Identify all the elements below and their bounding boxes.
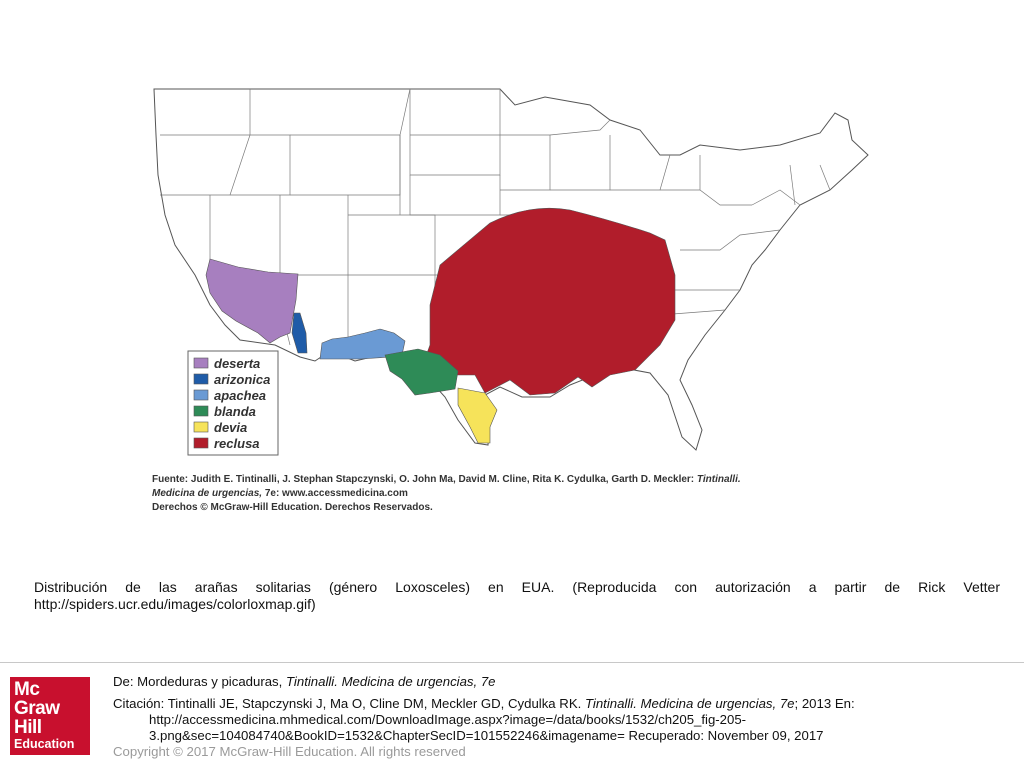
range-blanda — [384, 348, 459, 396]
citation-text: Citación: Tintinalli JE, Stapczynski J, … — [113, 696, 855, 743]
us-map-svg: desertaarizonicaapacheablandadeviareclus… — [152, 88, 869, 513]
range-deserta — [205, 258, 299, 344]
map-source-text: Fuente: Judith E. Tintinalli, J. Stephan… — [152, 474, 741, 513]
legend-label-devia: devia — [214, 420, 247, 435]
citation-block: De: Mordeduras y picaduras, Tintinalli. … — [113, 674, 1013, 760]
mcgraw-hill-logo: Mc Graw Hill Education — [10, 677, 90, 755]
state-borders — [160, 88, 831, 357]
range-reclusa — [421, 207, 676, 396]
legend-swatch-reclusa — [193, 437, 209, 449]
legend-label-deserta: deserta — [214, 356, 260, 371]
range-arizonica — [291, 312, 308, 354]
source-chapter: De: Mordeduras y picaduras, Tintinalli. … — [113, 674, 496, 689]
legend-label-reclusa: reclusa — [214, 436, 260, 451]
legend-label-arizonica: arizonica — [214, 372, 270, 387]
legend-swatch-blanda — [193, 405, 209, 417]
figure-caption: Distribución de las arañas solitarias (g… — [34, 579, 1000, 612]
spider-distribution-map: deserta arizonica apachea blanda devia reclus… — [140, 75, 872, 515]
legend-label-blanda: blanda — [214, 404, 256, 419]
map-legend: desertaarizonicaapacheablandadeviareclus… — [187, 350, 279, 456]
legend-swatch-apachea — [193, 389, 209, 401]
range-devia — [457, 387, 498, 444]
source-line-1: Fuente: Judith E. Tintinalli, J. Stephan… — [152, 474, 741, 485]
legend-swatch-arizonica — [193, 373, 209, 385]
source-line-3: Derechos © McGraw-Hill Education. Derech… — [152, 502, 433, 513]
legend-label-apachea: apachea — [214, 388, 266, 403]
legend-swatch-deserta — [193, 357, 209, 369]
footer-divider — [0, 662, 1024, 663]
range-apachea — [319, 328, 406, 360]
legend-swatch-devia — [193, 421, 209, 433]
source-line-2: Medicina de urgencias, 7e: www.accessmed… — [152, 488, 408, 499]
copyright-text: Copyright © 2017 McGraw-Hill Education. … — [113, 744, 466, 759]
